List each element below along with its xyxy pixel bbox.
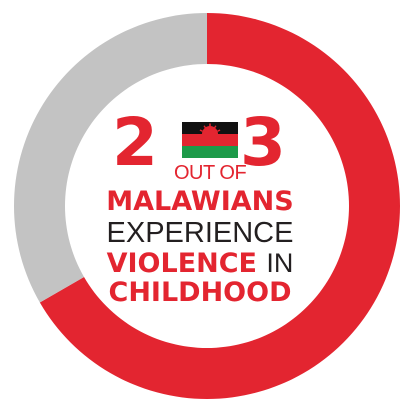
donut-slice-2 (13, 13, 207, 303)
